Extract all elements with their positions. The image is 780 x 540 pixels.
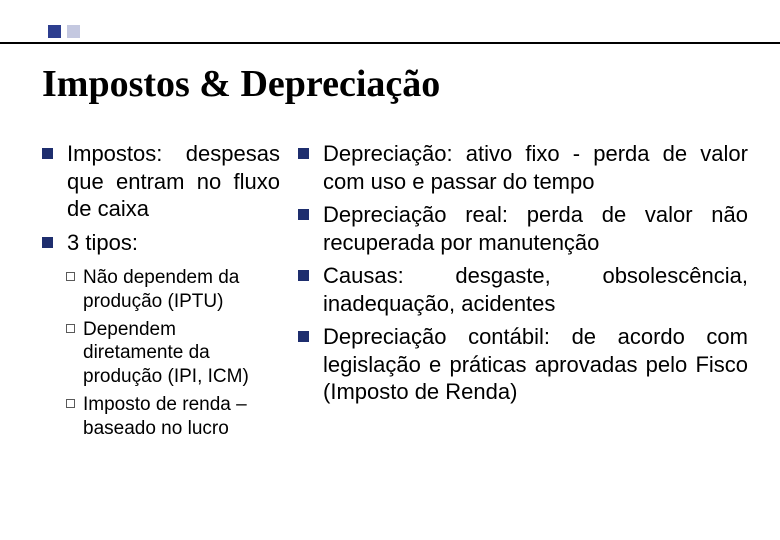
- list-item: Depreciação: ativo fixo - perda de valor…: [298, 140, 748, 195]
- bullet-square-icon: [298, 270, 309, 281]
- sublist-item: Imposto de renda – baseado no lucro: [66, 393, 280, 441]
- sublist-item-text: Não dependem da produção (IPTU): [83, 266, 280, 314]
- list-item: Depreciação contábil: de acordo com legi…: [298, 323, 748, 406]
- bullet-hollow-icon: [66, 324, 75, 333]
- list-item-text: Depreciação: ativo fixo - perda de valor…: [323, 140, 748, 195]
- decor-square-dark: [48, 25, 61, 38]
- list-item: 3 tipos:: [42, 229, 280, 257]
- decor-square-light: [67, 25, 80, 38]
- header-rule: [0, 42, 780, 44]
- page-title: Impostos & Depreciação: [42, 62, 440, 106]
- sublist-item: Dependem diretamente da produção (IPI, I…: [66, 318, 280, 389]
- bullet-square-icon: [42, 148, 53, 159]
- column-right: Depreciação: ativo fixo - perda de valor…: [298, 140, 748, 444]
- content-columns: Impostos: despesas que entram no fluxo d…: [42, 140, 748, 444]
- list-item: Causas: desgaste, obsolescência, inadequ…: [298, 262, 748, 317]
- bullet-square-icon: [298, 331, 309, 342]
- bullet-hollow-icon: [66, 399, 75, 408]
- sublist-item: Não dependem da produção (IPTU): [66, 266, 280, 314]
- sublist: Não dependem da produção (IPTU) Dependem…: [66, 266, 280, 440]
- list-item: Depreciação real: perda de valor não rec…: [298, 201, 748, 256]
- bullet-square-icon: [42, 237, 53, 248]
- header-bar: [0, 0, 780, 44]
- sublist-item-text: Dependem diretamente da produção (IPI, I…: [83, 318, 280, 389]
- column-left: Impostos: despesas que entram no fluxo d…: [42, 140, 280, 444]
- bullet-square-icon: [298, 209, 309, 220]
- list-item-text: Depreciação contábil: de acordo com legi…: [323, 323, 748, 406]
- list-item-text: Causas: desgaste, obsolescência, inadequ…: [323, 262, 748, 317]
- sublist-item-text: Imposto de renda – baseado no lucro: [83, 393, 280, 441]
- list-item-text: Depreciação real: perda de valor não rec…: [323, 201, 748, 256]
- list-item-text: 3 tipos:: [67, 229, 280, 257]
- list-item-text: Impostos: despesas que entram no fluxo d…: [67, 140, 280, 223]
- bullet-square-icon: [298, 148, 309, 159]
- list-item: Impostos: despesas que entram no fluxo d…: [42, 140, 280, 223]
- bullet-hollow-icon: [66, 272, 75, 281]
